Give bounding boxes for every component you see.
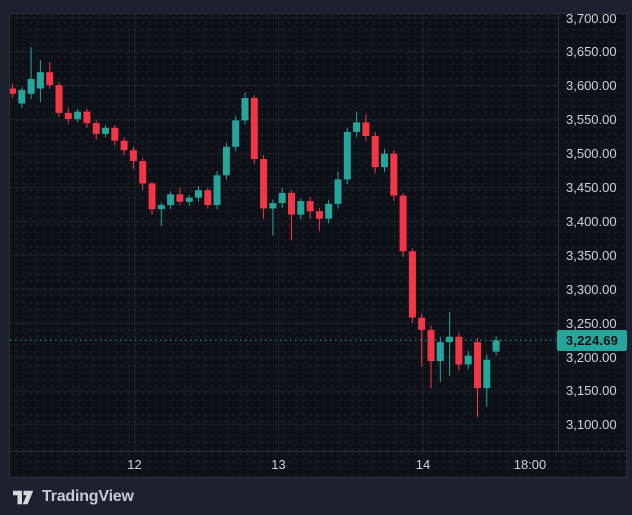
grid-layer	[10, 14, 558, 451]
price-tick-label: 3,350.00	[566, 247, 617, 263]
last-price-label: 3,224.69	[557, 329, 627, 351]
price-tick-label: 3,600.00	[566, 78, 617, 94]
chart-widget: 3,700.00 3,650.00 3,600.00 3,550.00 3,500.00…	[9, 10, 627, 478]
price-tick-label: 3,200.00	[566, 349, 617, 365]
price-tick-label: 3,700.00	[566, 10, 617, 26]
price-tick-label: 3,300.00	[566, 281, 617, 297]
price-tick-label: 3,250.00	[566, 315, 617, 331]
price-tick-label: 3,150.00	[566, 383, 617, 399]
time-axis[interactable]: 12 13 14 18:00	[10, 453, 626, 477]
price-tick-label: 3,650.00	[566, 44, 617, 60]
price-tick-label: 3,550.00	[566, 112, 617, 128]
time-tick-label: 12	[127, 457, 142, 472]
chart-plot-area[interactable]	[10, 14, 559, 452]
candlestick-series	[10, 47, 500, 417]
time-tick-label: 18:00	[513, 457, 547, 472]
time-tick-label: 13	[271, 457, 286, 472]
price-tick-label: 3,450.00	[566, 180, 617, 195]
attribution-bar: TradingView	[0, 479, 632, 515]
tradingview-logo-link[interactable]: TradingView	[12, 487, 134, 508]
price-axis[interactable]: 3,700.00 3,650.00 3,600.00 3,550.00 3,500.00…	[560, 10, 627, 452]
tradingview-brand-text: TradingView	[42, 488, 134, 505]
time-tick-label: 14	[415, 457, 431, 472]
price-tick-label: 3,400.00	[566, 213, 617, 229]
price-tick-label: 3,100.00	[566, 417, 617, 433]
price-tick-label: 3,500.00	[566, 146, 617, 162]
tradingview-logo-icon	[12, 487, 35, 508]
